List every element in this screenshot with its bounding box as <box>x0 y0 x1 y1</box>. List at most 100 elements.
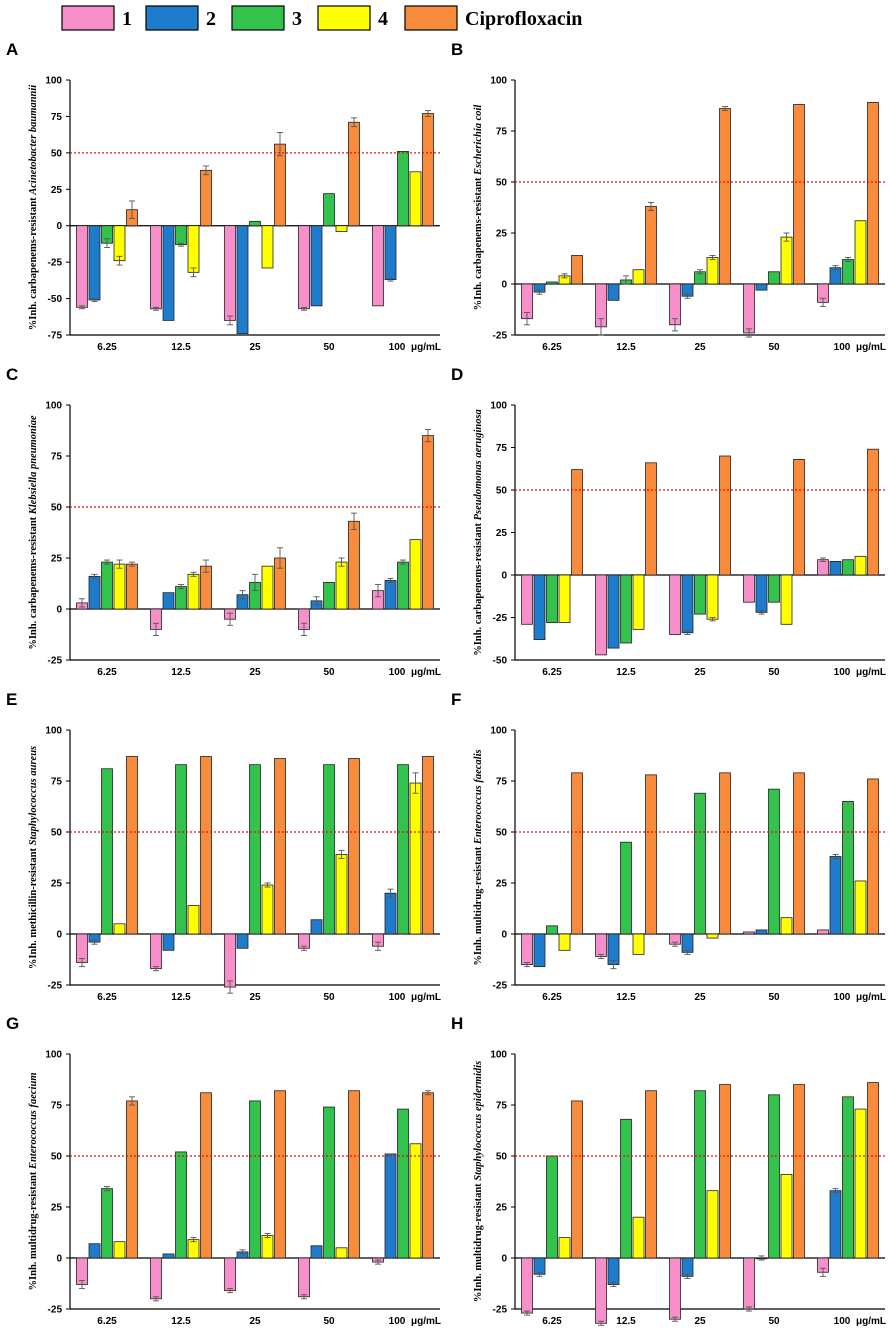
bar-3 <box>397 561 409 610</box>
bar-2 <box>384 1153 397 1259</box>
bar-4 <box>632 269 645 285</box>
bar-3 <box>323 764 335 935</box>
x-tick-label: 100 <box>834 667 851 678</box>
y-tick-label: 25 <box>496 1203 508 1214</box>
bar-2 <box>607 933 620 966</box>
bar-ciprofloxacin <box>126 756 138 935</box>
bar-3 <box>249 220 261 227</box>
y-tick-label: 100 <box>490 76 507 87</box>
y-tick-label: 100 <box>45 726 62 737</box>
y-axis-label-organism: Staphylococcus epidermidis <box>473 1061 484 1181</box>
bar-1 <box>743 931 755 935</box>
bar-4 <box>854 555 867 576</box>
y-tick-label: 100 <box>490 401 507 412</box>
bar-3 <box>175 764 187 935</box>
bar-4 <box>854 880 867 935</box>
x-tick-label: 25 <box>694 1316 706 1327</box>
x-tick-label: 25 <box>694 342 706 353</box>
bar-3 <box>101 768 113 935</box>
bar-2 <box>607 283 620 301</box>
bar-3 <box>620 574 632 644</box>
bar-ciprofloxacin <box>793 772 805 935</box>
bar-2 <box>681 933 694 953</box>
y-axis-label-prefix: %Inh. multidrug-resistant <box>28 1169 39 1290</box>
y-tick-label: 25 <box>51 185 63 196</box>
y-axis-label: %Inh. multidrug-resistant Enterococcus f… <box>473 749 484 965</box>
x-tick-label: 50 <box>323 992 335 1003</box>
y-tick-label: 0 <box>501 280 507 291</box>
bar-2 <box>607 574 620 649</box>
x-tick-label: 100 <box>834 1316 851 1327</box>
bar-3 <box>842 259 854 285</box>
bar-ciprofloxacin <box>719 455 731 576</box>
bar-4 <box>558 1237 571 1259</box>
bar-4 <box>187 1239 200 1259</box>
bar-ciprofloxacin <box>645 206 657 285</box>
x-tick-label: 50 <box>768 1316 780 1327</box>
x-tick-label: 50 <box>323 1316 335 1327</box>
y-tick-label: 50 <box>496 1152 508 1163</box>
y-tick-label: 50 <box>51 828 63 839</box>
bar-chart-d: -50 -25 0 25 50 75 100 6.25 12.5 25 50 100 μg/mL %Inh… <box>473 401 886 679</box>
bar-1 <box>817 929 829 935</box>
x-tick-label: 50 <box>768 667 780 678</box>
y-tick-label: 0 <box>501 930 507 941</box>
bar-4 <box>854 1108 867 1259</box>
bar-3 <box>768 574 780 603</box>
x-unit-label: μg/mL <box>411 667 441 678</box>
panel-c: C -25 0 25 50 75 100 6.25 12.5 25 50 100 μg/mL %Inh.… <box>0 365 445 690</box>
bar-4 <box>780 1173 793 1259</box>
bar-3 <box>546 1155 558 1259</box>
bar-1 <box>521 933 533 966</box>
x-tick-label: 100 <box>389 992 406 1003</box>
y-tick-label: 100 <box>45 401 62 412</box>
bar-4 <box>187 573 200 610</box>
bar-ciprofloxacin <box>200 756 212 935</box>
y-axis-label-organism: Pseudomonas aeruginosa <box>473 409 484 520</box>
y-tick-label: 25 <box>496 528 508 539</box>
bar-4 <box>409 539 422 610</box>
panel-letter: H <box>451 1014 464 1033</box>
x-tick-label: 50 <box>323 667 335 678</box>
x-tick-label: 6.25 <box>542 667 562 678</box>
y-tick-label: -25 <box>493 331 508 342</box>
bar-ciprofloxacin <box>571 469 583 576</box>
bar-2 <box>533 933 546 968</box>
bar-ciprofloxacin <box>348 121 360 227</box>
bar-3 <box>842 1096 854 1259</box>
x-tick-label: 6.25 <box>542 992 562 1003</box>
bar-4 <box>706 1190 719 1259</box>
bar-ciprofloxacin <box>867 448 879 576</box>
y-tick-label: -25 <box>493 981 508 992</box>
bar-4 <box>706 257 719 285</box>
x-tick-label: 6.25 <box>97 992 117 1003</box>
x-tick-label: 50 <box>768 342 780 353</box>
y-tick-label: 25 <box>51 879 63 890</box>
bar-4 <box>187 225 200 273</box>
y-tick-label: 0 <box>501 1254 507 1265</box>
y-axis-label: %Inh. carbapenems-resistant Pseudomonas … <box>473 409 484 656</box>
bar-ciprofloxacin <box>422 1092 434 1259</box>
bar-ciprofloxacin <box>571 1100 583 1259</box>
x-tick-label: 50 <box>323 342 335 353</box>
y-axis-label: %Inh. carbapenems-resistant Escherichia … <box>473 105 484 311</box>
bar-1 <box>150 1257 162 1300</box>
bar-2 <box>88 575 101 610</box>
bar-chart-h: -25 0 25 50 75 100 6.25 12.5 25 50 100 μg/mL %Inh. m… <box>473 1050 886 1328</box>
y-axis-label-prefix: %Inh. carbapenems-resistant <box>473 175 484 310</box>
y-axis-label-organism: Escherichia coil <box>473 105 484 176</box>
bar-1 <box>669 574 681 635</box>
y-tick-label: 100 <box>490 726 507 737</box>
bar-4 <box>632 1216 645 1259</box>
panel-d: D -50 -25 0 25 50 75 100 6.25 12.5 25 50 100 μg/mL %I… <box>445 365 890 690</box>
y-tick-label: 75 <box>496 777 508 788</box>
bar-2 <box>236 225 249 334</box>
x-tick-label: 12.5 <box>171 1316 191 1327</box>
x-tick-label: 100 <box>389 667 406 678</box>
x-tick-label: 12.5 <box>616 992 636 1003</box>
bar-chart-b: -25 0 25 50 75 100 6.25 12.5 25 50 100 μg/mL %Inh. c… <box>473 76 886 354</box>
y-tick-label: 75 <box>496 1101 508 1112</box>
bar-3 <box>323 1106 335 1259</box>
bar-ciprofloxacin <box>200 169 212 227</box>
bar-3 <box>101 1188 113 1259</box>
